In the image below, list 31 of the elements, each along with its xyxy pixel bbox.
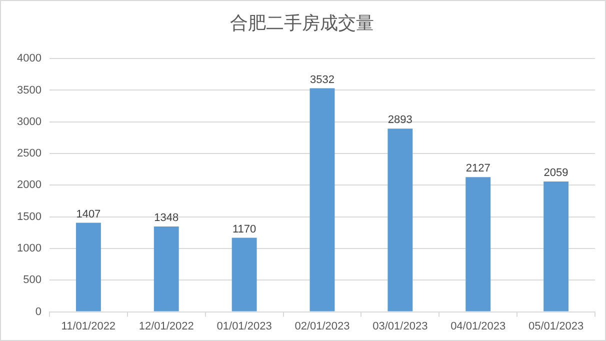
- y-tick-label: 2500: [16, 148, 42, 160]
- bar: [388, 128, 413, 312]
- y-tick-label: 1000: [16, 242, 42, 255]
- x-tick-label: 05/01/2023: [528, 320, 584, 332]
- x-tick-label: 04/01/2023: [450, 320, 506, 332]
- data-label: 2059: [544, 166, 568, 179]
- y-tick-label: 3500: [16, 84, 42, 96]
- y-tick-label: 2000: [16, 179, 42, 192]
- bar: [466, 177, 491, 312]
- data-label: 1348: [154, 212, 179, 224]
- data-label: 1170: [232, 223, 256, 236]
- data-label: 2127: [466, 162, 490, 175]
- x-tick-label: 01/01/2023: [216, 320, 272, 332]
- y-tick-label: 3000: [16, 116, 42, 128]
- bar: [232, 238, 257, 312]
- x-tick-label: 11/01/2022: [61, 320, 116, 332]
- data-label: 3532: [310, 74, 334, 86]
- bar: [544, 181, 569, 312]
- x-tick-label: 03/01/2023: [372, 320, 428, 332]
- data-label: 1407: [76, 208, 101, 220]
- x-tick-label: 12/01/2022: [138, 320, 194, 332]
- y-tick-label: 500: [23, 274, 42, 286]
- bar: [154, 226, 179, 312]
- y-tick-label: 4000: [16, 52, 42, 65]
- data-label: 2893: [388, 114, 412, 126]
- bar: [310, 88, 335, 312]
- bar: [76, 222, 101, 312]
- chart-title: 合肥二手房成交量: [230, 12, 374, 33]
- y-tick-label: 1500: [16, 210, 42, 223]
- x-tick-label: 02/01/2023: [294, 320, 350, 332]
- y-tick-label: 0: [35, 306, 42, 318]
